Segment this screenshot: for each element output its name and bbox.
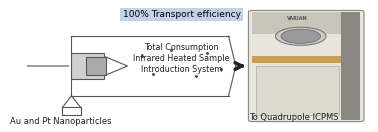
Circle shape: [281, 29, 321, 43]
FancyBboxPatch shape: [248, 10, 364, 122]
Text: Au and Pt Nanoparticles: Au and Pt Nanoparticles: [10, 117, 112, 126]
Text: Total Consumption
Infrared Heated Sample
Introduction System: Total Consumption Infrared Heated Sample…: [133, 43, 230, 74]
Circle shape: [276, 27, 326, 45]
Text: 100% Transport efficiency: 100% Transport efficiency: [122, 10, 241, 19]
FancyBboxPatch shape: [71, 53, 104, 79]
FancyBboxPatch shape: [252, 56, 341, 63]
FancyBboxPatch shape: [252, 12, 360, 34]
FancyBboxPatch shape: [341, 12, 360, 120]
FancyBboxPatch shape: [256, 66, 339, 115]
Text: VARIAN: VARIAN: [287, 16, 308, 21]
FancyBboxPatch shape: [86, 57, 106, 75]
Text: To Quadrupole ICPMS: To Quadrupole ICPMS: [249, 113, 338, 122]
